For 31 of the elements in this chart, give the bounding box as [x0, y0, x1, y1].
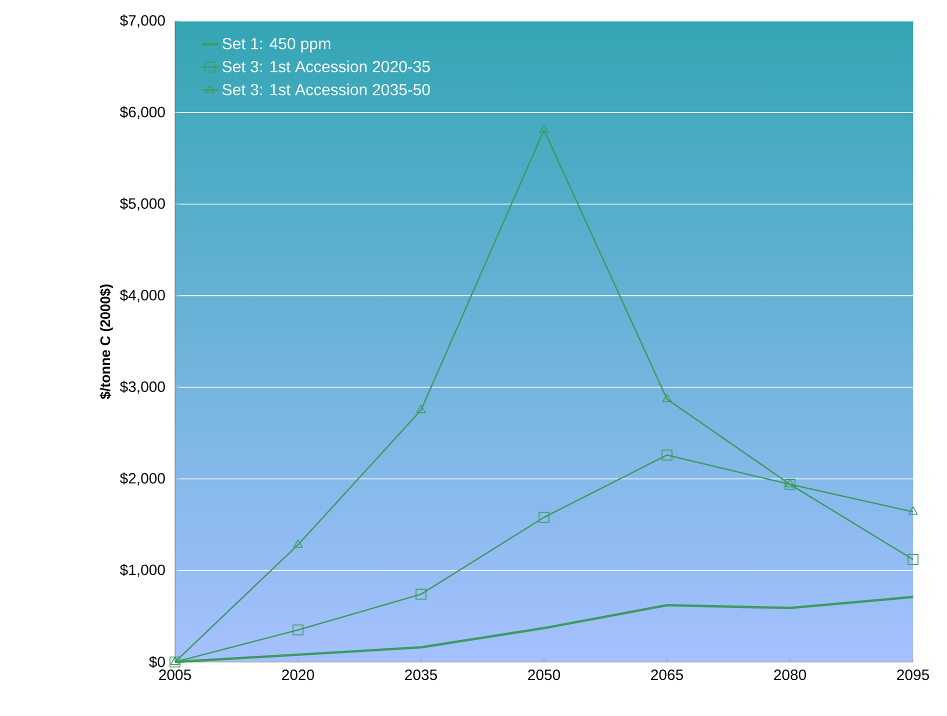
point [784, 478, 796, 490]
x-tick-label: 2035 [405, 670, 437, 680]
point [785, 478, 795, 488]
y-tick-label: $1,000 [120, 564, 165, 577]
y-tick-label: $5,000 [120, 198, 165, 211]
x-tick-label: 2005 [159, 670, 191, 680]
y-tick-label: $2,000 [120, 472, 165, 486]
point [292, 624, 304, 636]
y-tick-label: $3,000 [120, 380, 165, 394]
x-tick-label: 2050 [528, 670, 560, 680]
point [416, 588, 426, 600]
point [908, 506, 918, 515]
point [539, 124, 549, 133]
point [538, 512, 550, 523]
y-axis-title: $/tonne C (2000$) [100, 284, 113, 400]
point [416, 404, 426, 414]
y-tick-label: $0 [149, 656, 165, 668]
x-tick-label: 2065 [651, 670, 683, 680]
legend-label: Set 3: 1st Accession 2035-50 [222, 84, 430, 96]
legend-label: Set 1: 450 ppm [222, 38, 330, 52]
x-tick-label: 2080 [774, 670, 806, 680]
y-tick-label: $6,000 [120, 106, 165, 120]
point [293, 539, 303, 548]
legend-label: Set 3: 1st Accession 2020-35 [222, 60, 430, 72]
point [908, 554, 918, 565]
y-tick-label: $4,000 [120, 289, 165, 302]
x-tick-label: 2095 [897, 670, 929, 680]
x-tick-label: 2020 [282, 670, 314, 680]
point [662, 450, 672, 460]
point [662, 394, 672, 402]
y-tick-label: $7,000 [120, 14, 165, 28]
